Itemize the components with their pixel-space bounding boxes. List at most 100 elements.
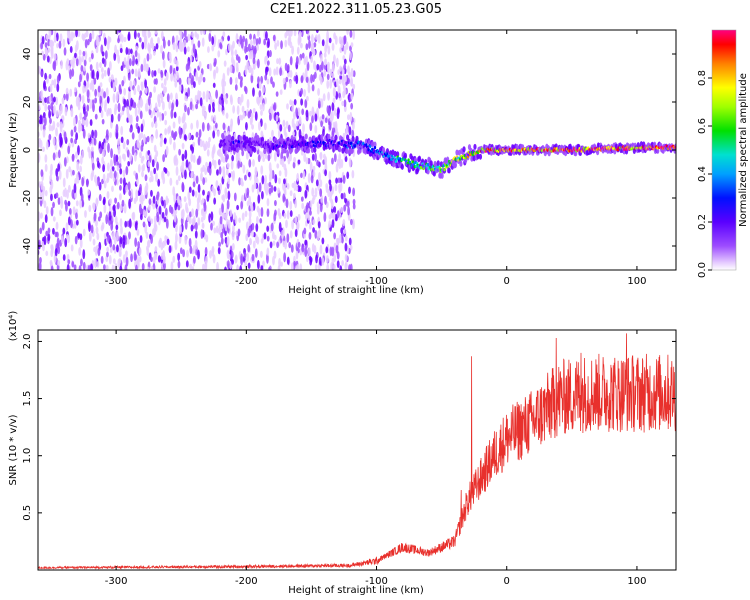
heatmap-cell (289, 99, 292, 106)
heatmap-cell (323, 64, 327, 70)
heatmap-cell (335, 237, 339, 244)
heatmap-cell (245, 54, 249, 61)
heatmap-cell (121, 199, 125, 207)
heatmap-cell (102, 164, 106, 173)
heatmap-cell (46, 55, 50, 63)
heatmap-cell (88, 222, 91, 232)
heatmap-cell (208, 103, 212, 113)
heatmap-cell (312, 165, 316, 172)
heatmap-cell (330, 200, 334, 210)
heatmap-cell (119, 31, 122, 42)
heatmap-cell (138, 133, 142, 141)
heatmap-cell (81, 177, 85, 187)
heatmap-cell (222, 110, 225, 116)
heatmap-cell (92, 238, 96, 246)
heatmap-cell (352, 198, 356, 206)
heatmap-cell (263, 232, 267, 240)
heatmap-cell (222, 212, 226, 219)
heatmap-cell (349, 218, 353, 226)
heatmap-cell (163, 78, 167, 87)
heatmap-cell (132, 211, 136, 221)
heatmap-cell (56, 74, 60, 84)
heatmap-cell (169, 92, 173, 101)
heatmap-cell (79, 73, 82, 83)
heatmap-cell (103, 91, 106, 99)
heatmap-cell (128, 58, 132, 67)
heatmap-cell (349, 51, 352, 61)
heatmap-cell (168, 245, 172, 254)
heatmap-cell (141, 41, 145, 50)
heatmap-cell (202, 263, 205, 270)
heatmap-cell (348, 186, 351, 195)
heatmap-cell (338, 234, 342, 244)
heatmap-cell (304, 239, 308, 246)
heatmap-cell (325, 246, 329, 254)
heatmap-cell (184, 104, 187, 113)
heatmap-cell (192, 154, 196, 164)
heatmap-cell (81, 33, 85, 40)
heatmap-cell (320, 134, 324, 141)
heatmap-cell (86, 79, 90, 89)
heatmap-cell (125, 184, 129, 193)
heatmap-cell (86, 89, 90, 98)
heatmap-cell (95, 219, 98, 227)
heatmap-cell (302, 170, 306, 180)
heatmap-cell (94, 245, 98, 257)
heatmap-cell (259, 218, 263, 224)
heatmap-cell (273, 186, 277, 192)
heatmap-cell (324, 117, 328, 124)
snr-x-label: Height of straight line (km) (288, 585, 424, 596)
heatmap-cell (45, 250, 49, 257)
heatmap-cell (275, 66, 279, 76)
heatmap-cell (297, 107, 301, 117)
heatmap-cell (95, 61, 99, 71)
heatmap-cell (118, 84, 122, 93)
heatmap-cell (297, 159, 301, 165)
heatmap-cell (197, 40, 201, 48)
heatmap-cell (67, 216, 71, 226)
heatmap-cell (106, 95, 110, 104)
heatmap-cell (77, 96, 81, 106)
heatmap-cell (204, 246, 208, 257)
heatmap-cell (175, 65, 179, 72)
heatmap-cell (93, 212, 97, 222)
heatmap-cell (87, 38, 90, 46)
heatmap-cell (455, 149, 459, 156)
heatmap-cell (252, 240, 256, 249)
heatmap-cell (217, 149, 221, 157)
heatmap-cell (212, 254, 216, 264)
heatmap-cell (38, 211, 41, 222)
heatmap-cell (211, 101, 215, 109)
heatmap-cell (247, 262, 251, 269)
heatmap-cell (244, 210, 248, 218)
heatmap-cell (97, 216, 101, 222)
heatmap-cell (91, 30, 95, 40)
heatmap-cell (157, 68, 161, 74)
heatmap-cell (44, 97, 47, 103)
heatmap-cell (373, 146, 377, 150)
heatmap-cell (129, 127, 133, 133)
heatmap-cell (163, 262, 166, 270)
heatmap-cell (63, 131, 67, 141)
snr-y-label: SNR (10 * v/v) (8, 414, 19, 485)
heatmap-cell (129, 152, 132, 162)
heatmap-cell (304, 140, 307, 144)
heatmap-cell (82, 249, 86, 260)
heatmap-cell (215, 89, 219, 99)
heatmap-cell (117, 102, 121, 113)
heatmap-cell (198, 155, 201, 165)
heatmap-cell (258, 37, 261, 45)
heatmap-cell (152, 195, 156, 204)
heatmap-y-ticks: -40 -20 0 20 40 (22, 48, 676, 254)
heatmap-cell (197, 217, 201, 226)
heatmap-cell (263, 181, 267, 188)
heatmap-cell (301, 202, 305, 210)
heatmap-cell (328, 170, 332, 180)
heatmap-cell (201, 208, 204, 217)
heatmap-cell (225, 98, 228, 105)
heatmap-cell (317, 100, 321, 109)
heatmap-cell (182, 115, 185, 124)
heatmap-cell (73, 125, 77, 133)
heatmap-cell (180, 209, 184, 220)
